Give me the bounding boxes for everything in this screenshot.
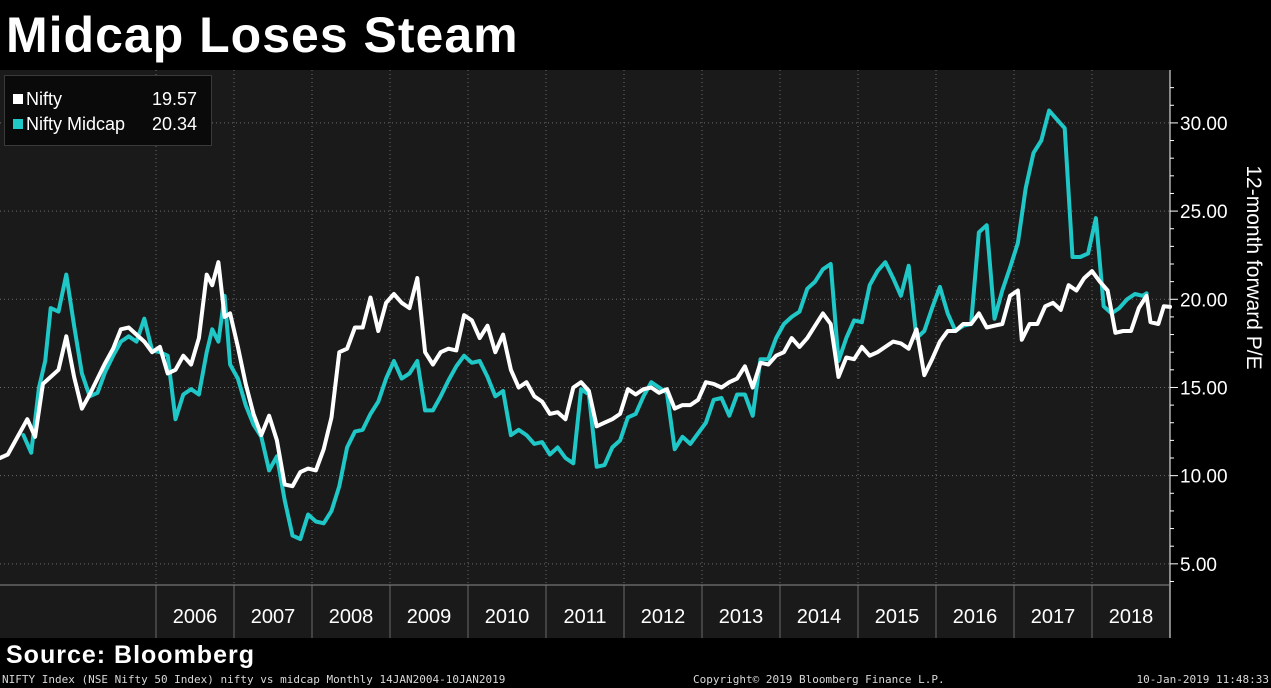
y-tick-label: 10.00 bbox=[1180, 467, 1228, 488]
y-tick-label: 15.00 bbox=[1180, 378, 1228, 399]
y-axis-label: 12-month forward P/E bbox=[1242, 165, 1265, 369]
footer-description: NIFTY Index (NSE Nifty 50 Index) nifty v… bbox=[2, 673, 506, 686]
legend-label: Nifty bbox=[26, 89, 62, 109]
x-tick-label: 2008 bbox=[329, 606, 374, 628]
y-tick-label: 25.00 bbox=[1180, 202, 1228, 223]
legend: Nifty 19.57 Nifty Midcap 20.34 bbox=[4, 75, 212, 146]
plot-background bbox=[0, 70, 1170, 585]
x-tick-label: 2010 bbox=[485, 606, 530, 628]
footer-bar: NIFTY Index (NSE Nifty 50 Index) nifty v… bbox=[0, 671, 1271, 688]
x-tick-label: 2016 bbox=[953, 606, 998, 628]
chart-area: 2006 2007 2008 2009 2010 2011 2012 2013 2014 2015… bbox=[0, 70, 1271, 640]
y-tick-label: 20.00 bbox=[1180, 290, 1228, 311]
footer-timestamp: 10-Jan-2019 11:48:33 bbox=[1136, 673, 1269, 686]
x-tick-label: 2013 bbox=[719, 606, 764, 628]
series-line-nifty bbox=[0, 260, 1172, 489]
chart-title: Midcap Loses Steam bbox=[6, 7, 519, 63]
x-tick-label: 2014 bbox=[797, 606, 842, 628]
x-tick-label: 2015 bbox=[875, 606, 920, 628]
x-tick-label: 2011 bbox=[563, 606, 606, 628]
x-tick-label: 2017 bbox=[1031, 606, 1076, 628]
legend-value: 20.34 bbox=[151, 114, 197, 134]
y-tick-label: 30.00 bbox=[1180, 114, 1228, 135]
line-chart: 2006 2007 2008 2009 2010 2011 2012 2013 2014 2015… bbox=[0, 70, 1271, 638]
legend-swatch-midcap bbox=[13, 119, 23, 129]
legend-label: Nifty Midcap bbox=[26, 114, 126, 134]
legend-swatch-nifty bbox=[13, 94, 23, 104]
x-tick-label: 2018 bbox=[1109, 606, 1154, 628]
legend-value: 19.57 bbox=[151, 89, 197, 109]
legend-item-nifty-midcap: Nifty Midcap 20.34 bbox=[13, 112, 205, 136]
source-note: Source: Bloomberg bbox=[6, 641, 255, 669]
legend-item-nifty: Nifty 19.57 bbox=[13, 87, 205, 111]
x-axis-band bbox=[0, 585, 1171, 638]
x-tick-label: 2007 bbox=[251, 606, 296, 628]
footer-copyright: Copyright© 2019 Bloomberg Finance L.P. bbox=[693, 673, 945, 686]
x-tick-label: 2009 bbox=[407, 606, 452, 628]
x-tick-label: 2006 bbox=[173, 606, 218, 628]
x-tick-label: 2012 bbox=[641, 606, 686, 628]
y-tick-label: 5.00 bbox=[1180, 555, 1217, 576]
y-axis-band bbox=[1170, 70, 1271, 638]
